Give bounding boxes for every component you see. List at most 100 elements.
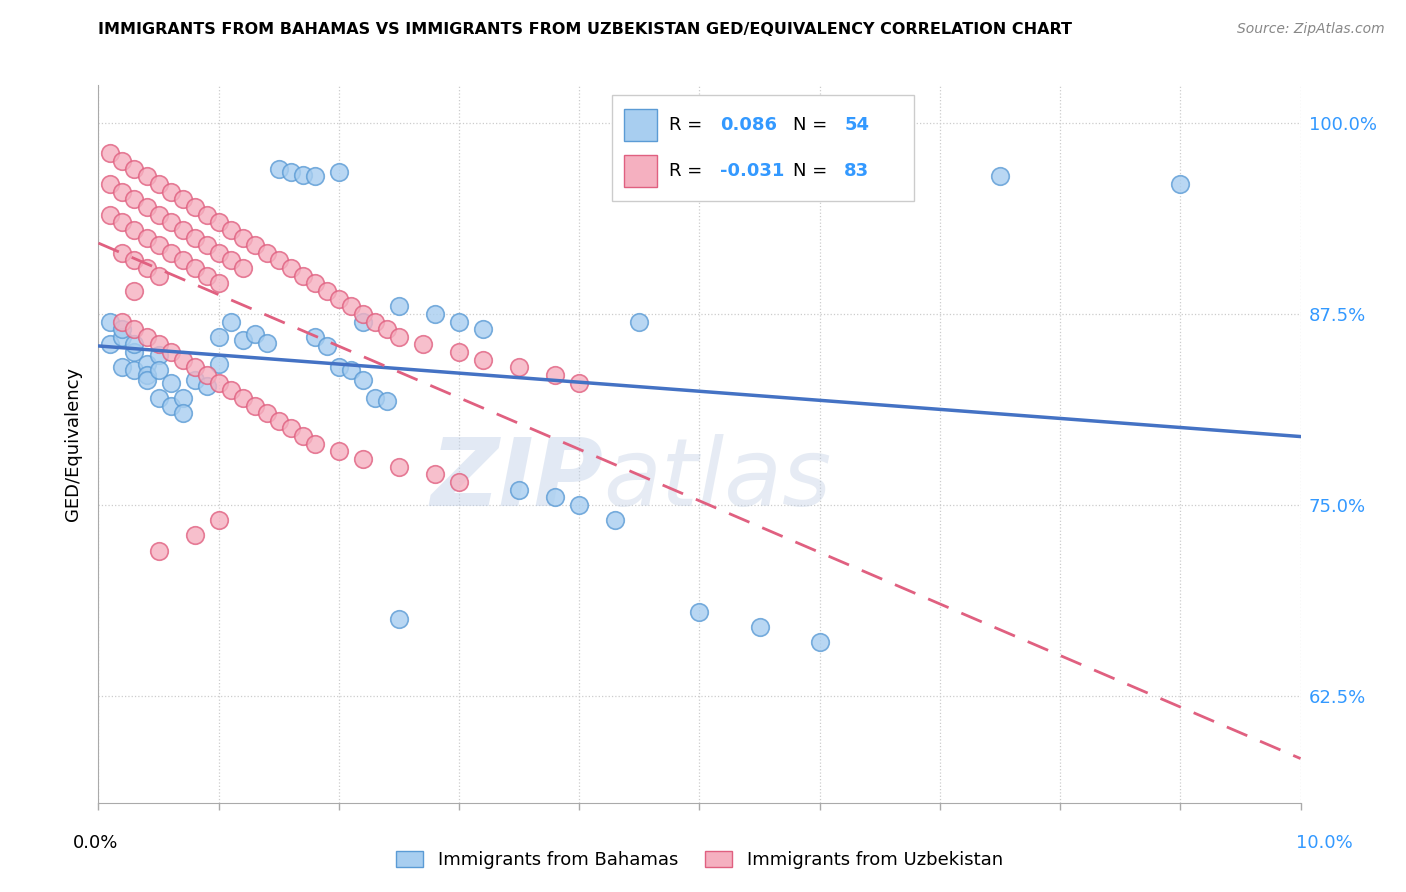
Point [472,322,495,336]
Point [267,414,290,428]
Point [315,284,337,298]
Point [148,543,170,558]
Point [232,230,254,244]
Point [267,253,290,268]
Point [159,245,181,260]
Point [111,154,134,169]
Text: 10.0%: 10.0% [1296,834,1353,852]
Text: 0.0%: 0.0% [73,834,118,852]
Point [423,307,446,321]
Point [315,339,337,353]
Point [195,208,218,222]
Point [328,360,350,375]
Point [148,337,170,351]
Point [159,185,181,199]
Point [148,238,170,252]
Point [328,444,350,458]
Point [111,185,134,199]
Text: atlas: atlas [603,434,831,525]
Point [183,230,205,244]
Text: N =: N = [793,162,827,180]
Point [388,299,411,313]
Point [364,391,387,405]
Point [447,345,470,359]
Point [280,261,302,276]
Point [100,146,122,161]
Point [304,330,326,344]
Point [568,498,591,512]
Text: 54: 54 [845,116,869,134]
Point [988,169,1011,184]
Point [689,605,711,619]
Point [256,335,278,350]
Point [124,345,146,359]
Point [352,307,374,321]
Point [544,368,567,382]
Point [124,363,146,377]
Point [135,357,157,371]
Point [412,337,434,351]
Point [568,376,591,390]
Point [208,513,231,527]
Point [375,322,398,336]
Y-axis label: GED/Equivalency: GED/Equivalency [65,367,83,521]
Point [219,223,242,237]
Point [124,322,146,336]
Text: 83: 83 [845,162,869,180]
Point [208,245,231,260]
Point [135,261,157,276]
Point [508,483,530,497]
Point [472,352,495,367]
Point [111,360,134,375]
Point [423,467,446,482]
Point [135,373,157,387]
Point [111,314,134,328]
Point [148,363,170,377]
Point [628,314,651,328]
Point [219,253,242,268]
Point [111,322,134,336]
Point [256,406,278,420]
Point [100,177,122,191]
Point [388,612,411,626]
Point [124,161,146,176]
Point [605,513,627,527]
Point [124,192,146,206]
Point [172,391,194,405]
Point [243,238,266,252]
Point [124,223,146,237]
Point [304,277,326,291]
Text: N =: N = [793,116,827,134]
Point [447,314,470,328]
Point [1170,177,1192,191]
Point [172,223,194,237]
Point [208,357,231,371]
Text: 0.086: 0.086 [720,116,778,134]
Text: Source: ZipAtlas.com: Source: ZipAtlas.com [1237,22,1385,37]
Point [544,490,567,504]
Point [364,314,387,328]
Point [219,384,242,398]
Point [148,391,170,405]
Point [388,330,411,344]
Point [159,376,181,390]
Point [195,378,218,392]
Point [280,165,302,179]
Point [352,373,374,387]
Point [195,268,218,283]
Point [280,421,302,435]
Point [135,368,157,382]
Text: ZIP: ZIP [430,434,603,525]
Point [375,394,398,409]
Point [148,348,170,362]
Point [135,230,157,244]
Point [340,299,363,313]
Point [148,177,170,191]
Point [183,528,205,542]
Point [172,352,194,367]
Point [148,268,170,283]
Point [183,200,205,214]
Point [291,429,314,443]
Point [195,368,218,382]
Point [808,635,831,649]
